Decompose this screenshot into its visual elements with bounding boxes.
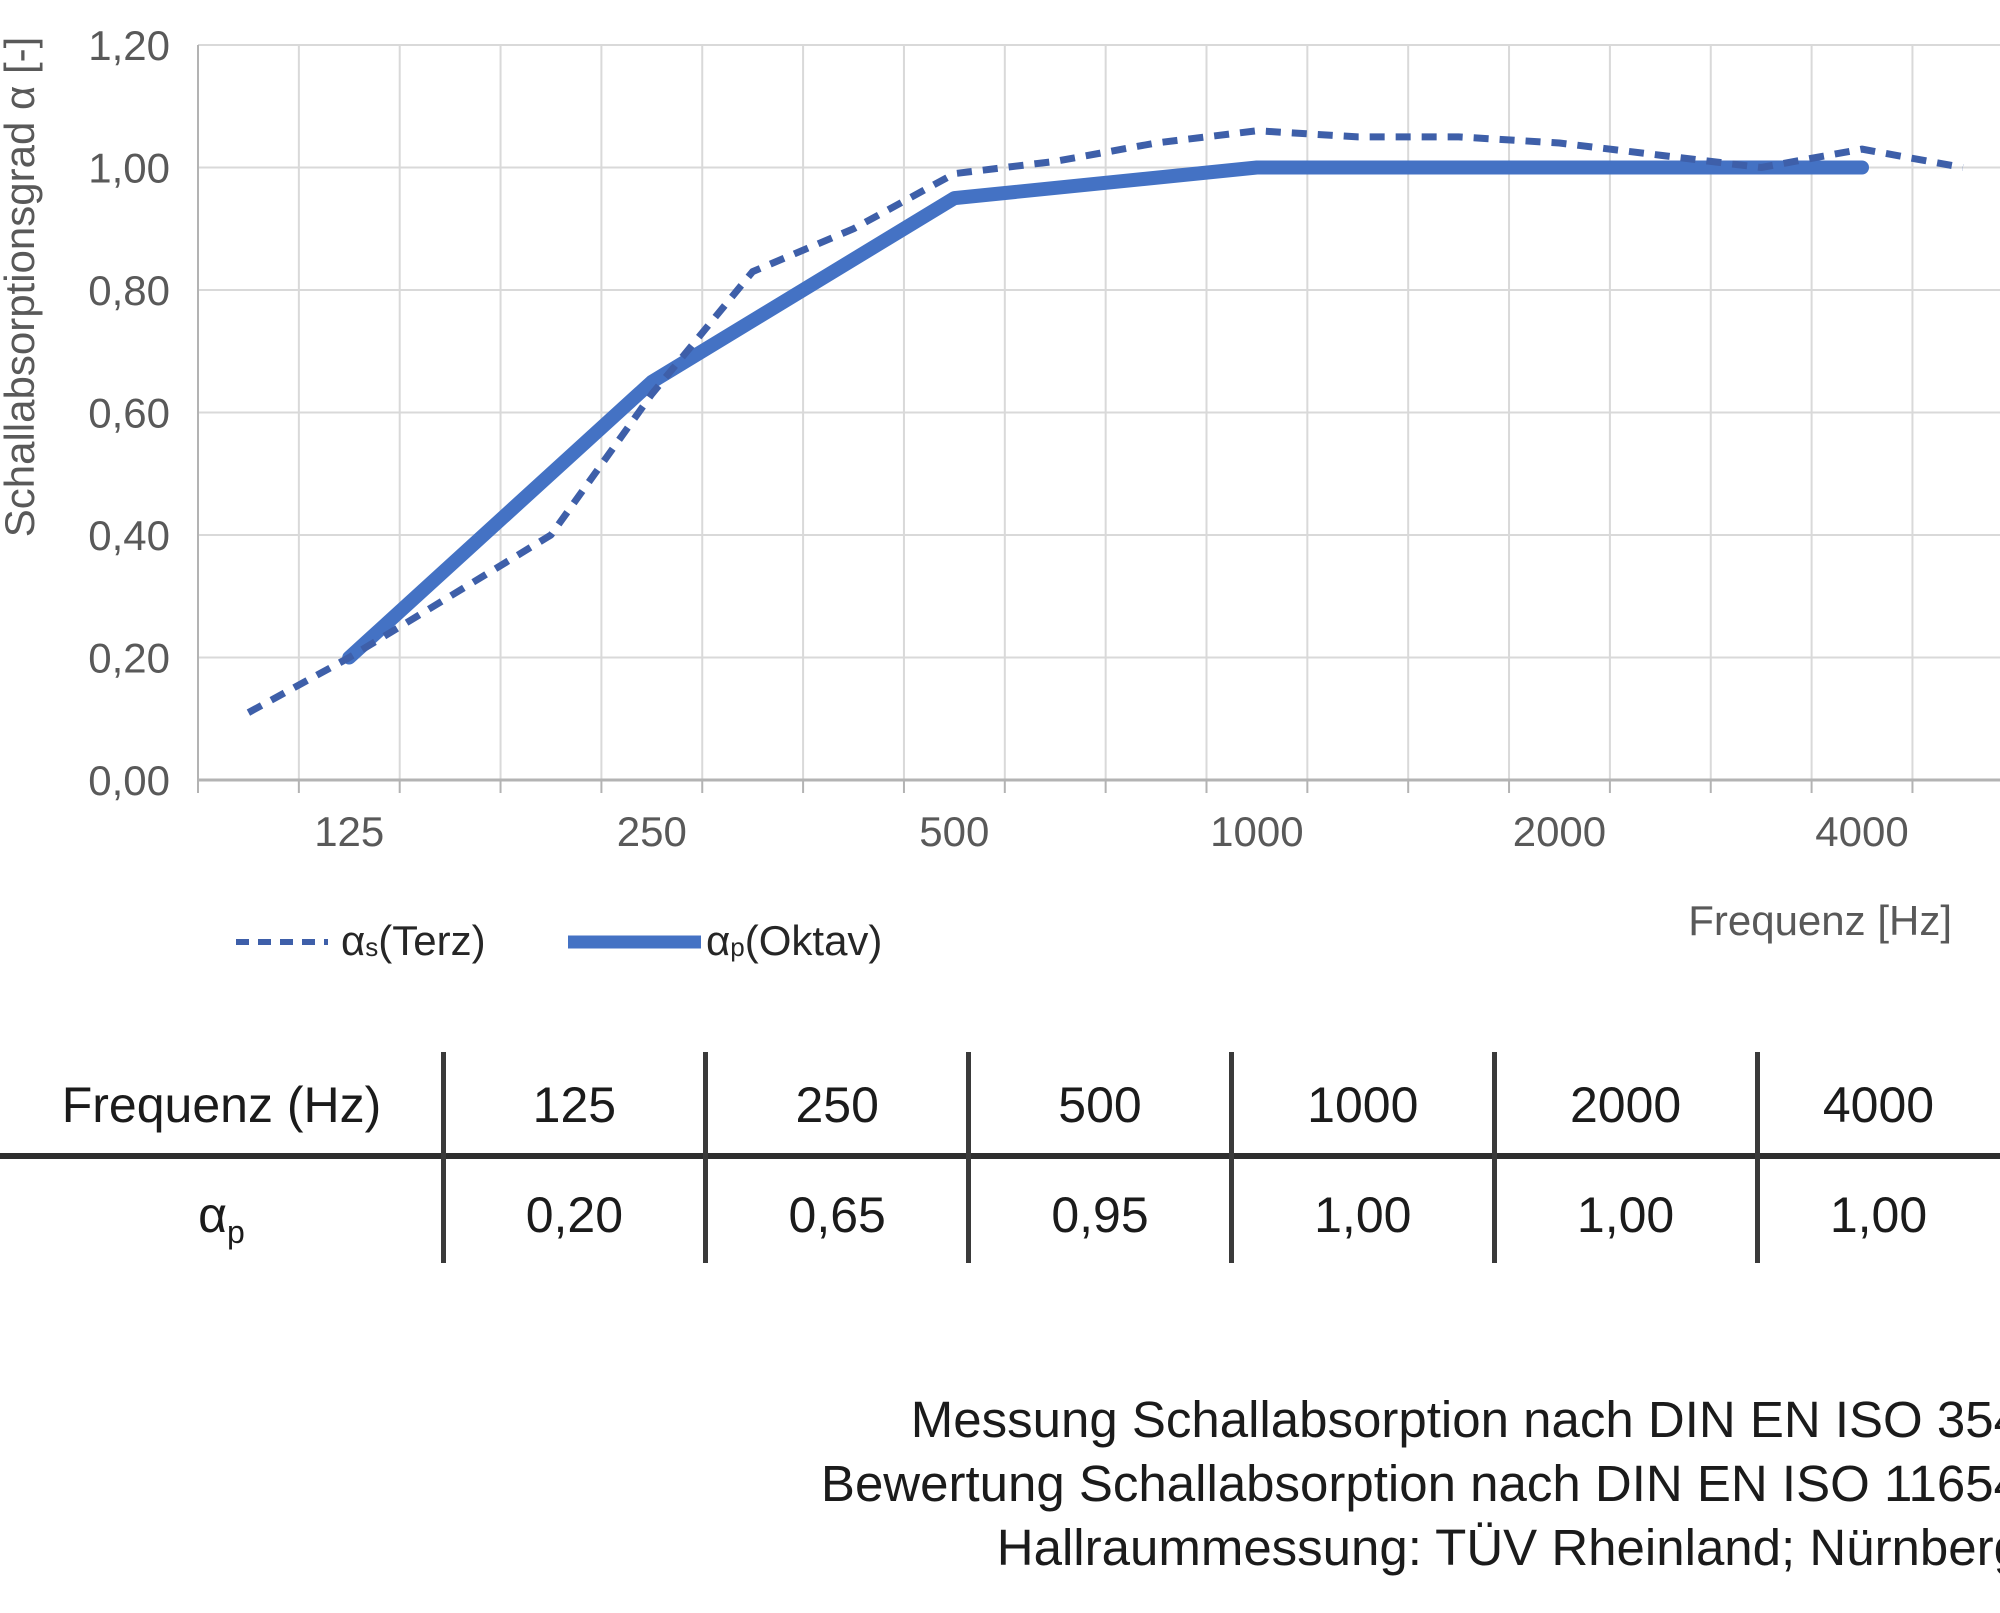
alpha-p-subscript: p xyxy=(730,931,745,962)
table-column-header: 1000 xyxy=(1307,1077,1419,1133)
footer-notes: Messung Schallabsorption nach DIN EN ISO… xyxy=(0,1388,2000,1580)
alpha-s-symbol: α xyxy=(341,917,366,964)
table-column-divider xyxy=(703,1052,709,1263)
legend-oktav-line-sample xyxy=(568,935,701,949)
table-row-label-alpha-p: αp xyxy=(0,1184,443,1250)
x-tick-label: 125 xyxy=(314,808,384,855)
oktav-text: (Oktav) xyxy=(744,917,883,964)
chart-tick-labels: 0,00 0,20 0,40 0,60 0,80 1,00 1,20 125 250 500 100… xyxy=(88,22,1908,855)
alpha-s-subscript: s xyxy=(365,931,379,962)
table-column-divider xyxy=(440,1052,446,1263)
footer-line-2: Bewertung Schallabsorption nach DIN EN I… xyxy=(820,1455,2000,1512)
legend-terz-line-sample xyxy=(236,939,328,945)
x-tick-label: 1000 xyxy=(1210,808,1303,855)
table-column-divider xyxy=(1228,1052,1234,1263)
footer-line-1: Messung Schallabsorption nach DIN EN ISO… xyxy=(910,1391,2000,1448)
alpha-p-symbol: α xyxy=(706,917,731,964)
absorption-chart: 0,00 0,20 0,40 0,60 0,80 1,00 1,20 125 250 500 100… xyxy=(0,22,2000,855)
chart-series xyxy=(246,127,1964,716)
table-column-header: 500 xyxy=(1058,1077,1142,1133)
row-alpha-symbol: α xyxy=(198,1187,228,1243)
x-tick-label: 2000 xyxy=(1513,808,1606,855)
y-tick-label: 1,20 xyxy=(88,22,170,69)
y-tick-label: 0,60 xyxy=(88,390,170,437)
table-cell-value: 1,00 xyxy=(1314,1187,1412,1243)
table-header-frequency: Frequenz (Hz) xyxy=(61,1077,382,1133)
x-tick-label: 250 xyxy=(617,808,687,855)
y-tick-label: 0,40 xyxy=(88,512,170,559)
y-tick-label: 0,80 xyxy=(88,267,170,314)
table-cell-value: 0,95 xyxy=(1051,1187,1149,1243)
table-column-divider xyxy=(966,1052,972,1263)
table-column-divider xyxy=(1754,1052,1760,1263)
x-axis-title: Frequenz [Hz] xyxy=(1688,897,1952,944)
x-tick-label: 500 xyxy=(919,808,989,855)
y-axis-title: Schallabsorptionsgrad α [-] xyxy=(0,37,43,538)
row-alpha-subscript: p xyxy=(227,1214,245,1250)
table-column-header: 125 xyxy=(532,1077,617,1133)
table-cell-value: 1,00 xyxy=(1829,1187,1928,1243)
table-column-divider xyxy=(1491,1052,1497,1263)
table-column-header: 250 xyxy=(795,1077,879,1133)
series-oktav xyxy=(342,160,1869,665)
terz-text: (Terz) xyxy=(378,917,486,964)
y-tick-label: 1,00 xyxy=(88,145,170,192)
table-column-header: 2000 xyxy=(1569,1077,1682,1133)
x-tick-label: 4000 xyxy=(1815,808,1908,855)
table-cell-value: 1,00 xyxy=(1576,1187,1675,1243)
table-cell-value: 0,20 xyxy=(525,1187,624,1243)
table-column-header: 4000 xyxy=(1822,1077,1935,1133)
footer-line-3: Hallraummessung: TÜV Rheinland; Nürnberg xyxy=(996,1519,2000,1576)
table-horizontal-divider xyxy=(0,1153,2000,1159)
chart-axes xyxy=(197,45,2000,793)
y-tick-label: 0,20 xyxy=(88,635,170,682)
y-tick-label: 0,00 xyxy=(88,757,170,804)
table-cell-value: 0,65 xyxy=(788,1187,886,1243)
